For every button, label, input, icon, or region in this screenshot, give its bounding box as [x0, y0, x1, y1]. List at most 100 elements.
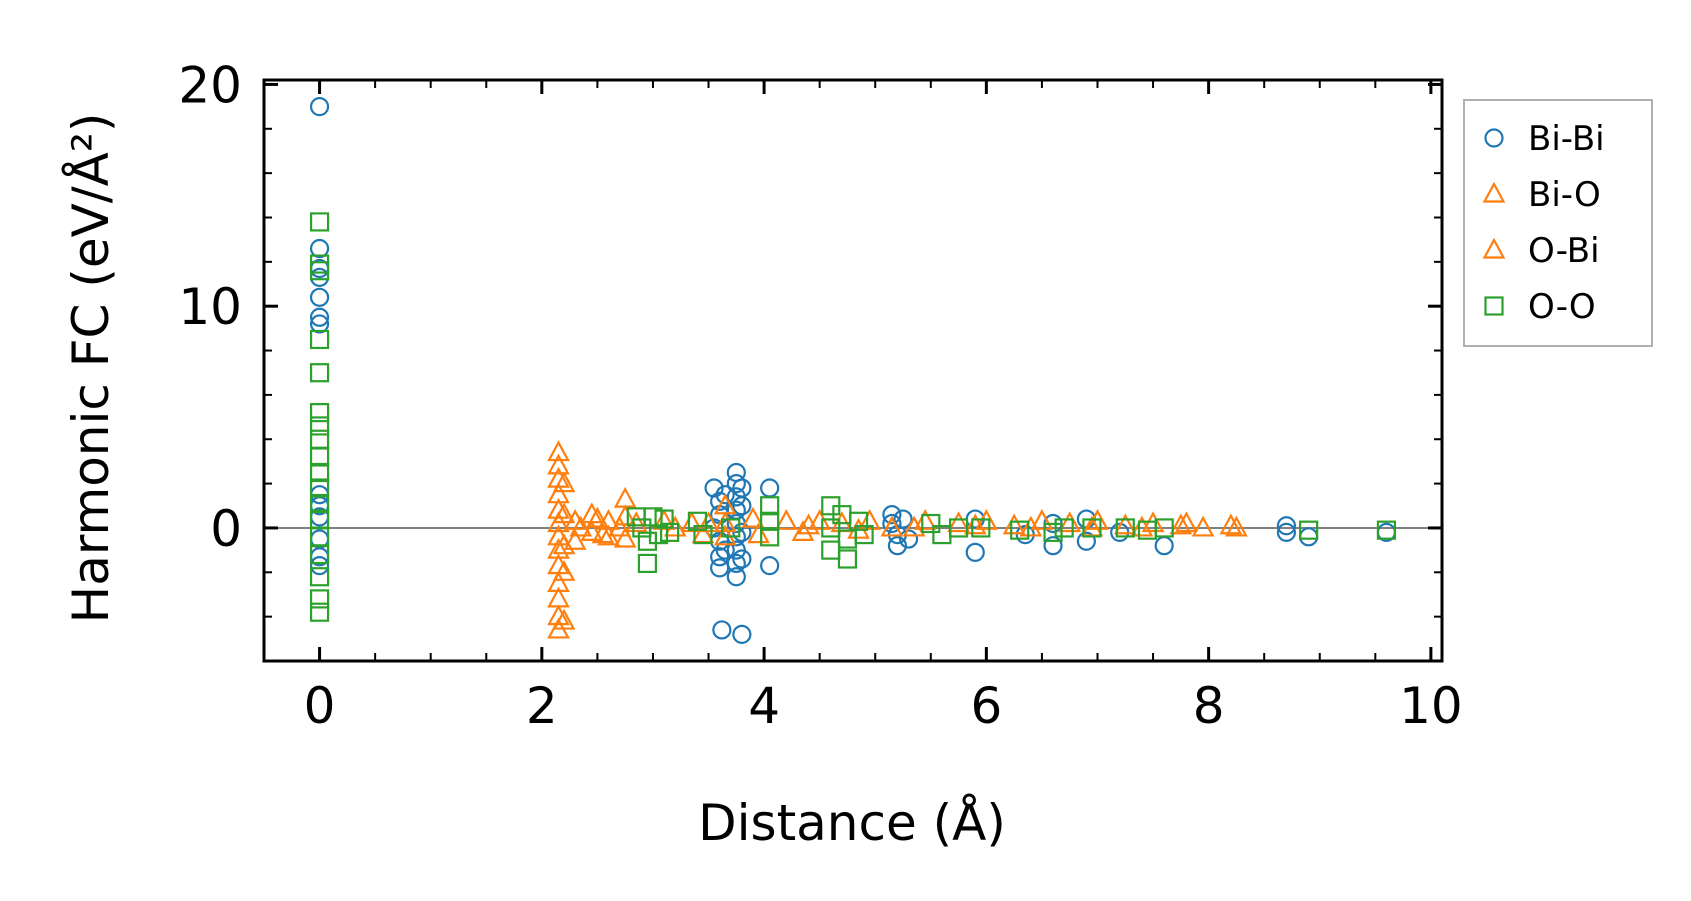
- data-point: [741, 506, 765, 528]
- y-tick-label: 0: [210, 500, 242, 558]
- data-point: [1030, 508, 1054, 530]
- data-point: [586, 506, 609, 528]
- data-point: [552, 533, 576, 555]
- data-point: [913, 508, 937, 530]
- data-point: [309, 589, 330, 609]
- series-bi-o: [547, 440, 1248, 639]
- data-point: [1169, 513, 1193, 535]
- data-point: [726, 553, 746, 574]
- data-point: [1299, 520, 1319, 540]
- data-point: [309, 403, 330, 423]
- x-axis-title: Distance (Å): [698, 794, 1006, 852]
- data-point: [1076, 531, 1096, 551]
- data-point: [613, 526, 637, 548]
- data-point: [854, 524, 874, 545]
- data-point: [732, 624, 752, 644]
- data-point: [569, 515, 593, 537]
- legend-entry: Bi-O: [1482, 175, 1601, 215]
- data-point: [1225, 515, 1248, 537]
- data-point: [309, 287, 330, 307]
- data-point: [760, 556, 780, 576]
- data-point: [948, 518, 969, 538]
- data-point: [760, 496, 780, 516]
- data-point: [309, 238, 330, 259]
- legend-marker: [1482, 237, 1506, 259]
- data-point: [1154, 518, 1174, 538]
- data-point: [971, 518, 991, 538]
- data-point: [309, 493, 330, 514]
- data-point: [552, 608, 576, 630]
- data-point: [882, 505, 902, 525]
- data-point: [732, 496, 752, 516]
- data-point: [791, 520, 815, 541]
- data-point: [732, 549, 752, 569]
- x-tick-label: 2: [526, 677, 558, 735]
- data-point: [552, 559, 576, 581]
- data-point: [309, 329, 330, 350]
- data-point: [947, 511, 970, 533]
- data-point: [1043, 522, 1063, 542]
- data-point: [715, 540, 735, 560]
- data-point: [547, 604, 570, 626]
- data-points: [309, 97, 1397, 644]
- data-point: [309, 261, 330, 281]
- data-point: [591, 522, 615, 544]
- data-point: [652, 508, 676, 530]
- data-point: [1082, 518, 1102, 538]
- data-point: [552, 502, 576, 524]
- data-point: [1002, 513, 1026, 535]
- data-point: [921, 513, 941, 534]
- data-point: [726, 473, 746, 494]
- data-point: [848, 511, 869, 531]
- data-point: [1276, 522, 1297, 542]
- data-point: [1376, 520, 1397, 540]
- data-point: [1191, 515, 1215, 537]
- data-point: [963, 513, 987, 535]
- data-point: [712, 620, 732, 640]
- legend-label: O-O: [1528, 287, 1596, 327]
- data-point: [309, 462, 330, 483]
- data-point: [309, 97, 330, 117]
- legend-entry: O-O: [1484, 287, 1596, 327]
- data-point: [1058, 511, 1082, 533]
- y-tick-label: 10: [178, 278, 242, 336]
- data-point: [902, 515, 926, 537]
- y-tick-label: 20: [178, 56, 242, 114]
- data-point: [547, 453, 570, 475]
- data-point: [726, 567, 746, 587]
- x-tick-label: 0: [304, 677, 336, 735]
- data-point: [1175, 511, 1198, 533]
- data-point: [309, 556, 330, 576]
- x-tick-label: 10: [1399, 677, 1463, 735]
- data-point: [710, 547, 730, 567]
- data-point: [887, 536, 908, 556]
- legend-box: [1463, 99, 1653, 347]
- axis-ticks: [263, 80, 1442, 662]
- data-point: [660, 522, 680, 542]
- legend-label: Bi-O: [1528, 175, 1601, 215]
- y-axis-title: Harmonic FC (eV/Å²): [62, 113, 120, 624]
- data-point: [715, 485, 735, 505]
- data-point: [309, 478, 330, 498]
- data-point: [637, 531, 658, 551]
- data-point: [552, 471, 576, 493]
- data-point: [760, 527, 780, 547]
- data-point: [608, 515, 631, 537]
- legend-marker: [1484, 296, 1504, 316]
- data-point: [721, 518, 741, 538]
- data-point: [654, 509, 674, 529]
- data-point: [1115, 518, 1135, 538]
- legend-entry: Bi-Bi: [1484, 119, 1605, 159]
- data-point: [1019, 515, 1043, 537]
- data-point: [898, 529, 919, 549]
- legend: Bi-Bi Bi-O O-Bi O-O: [1463, 99, 1653, 347]
- data-point: [687, 511, 708, 531]
- data-point: [821, 518, 841, 538]
- data-point: [1219, 513, 1243, 535]
- legend-label: O-Bi: [1528, 231, 1600, 271]
- data-point: [693, 524, 713, 545]
- data-point: [747, 522, 770, 544]
- data-point: [613, 504, 637, 526]
- data-point: [732, 522, 752, 542]
